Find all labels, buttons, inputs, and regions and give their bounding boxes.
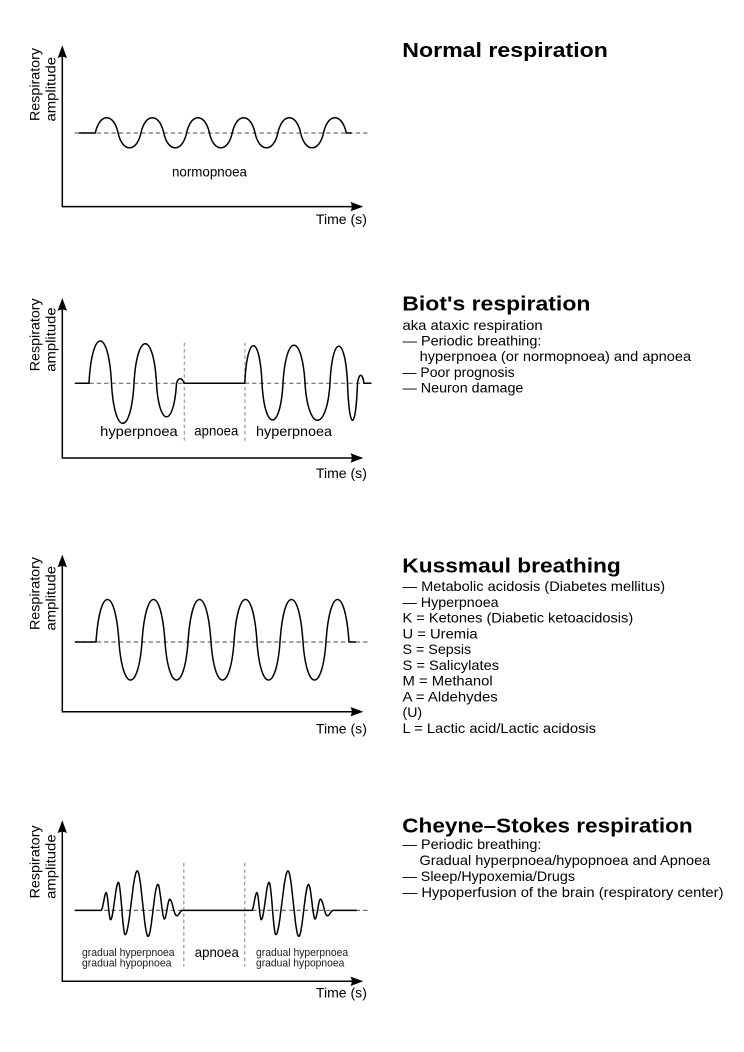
svg-text:Respiratory: Respiratory bbox=[28, 825, 43, 898]
svg-text:gradual hyperpnoea: gradual hyperpnoea bbox=[256, 947, 349, 959]
svg-text:A = Aldehydes: A = Aldehydes bbox=[403, 690, 498, 705]
svg-text:Respiratory: Respiratory bbox=[28, 48, 43, 121]
svg-text:— Poor prognosis: — Poor prognosis bbox=[403, 365, 515, 380]
svg-text:Biot's respiration: Biot's respiration bbox=[402, 293, 590, 315]
svg-text:(U): (U) bbox=[403, 705, 423, 720]
svg-text:Time (s): Time (s) bbox=[316, 212, 367, 227]
svg-text:— Hypoperfusion of the brain (: — Hypoperfusion of the brain (respirator… bbox=[403, 885, 724, 900]
svg-text:aka ataxic respiration: aka ataxic respiration bbox=[403, 318, 543, 333]
svg-text:Cheyne–Stokes respiration: Cheyne–Stokes respiration bbox=[402, 815, 692, 837]
svg-text:— Hyperpnoea: — Hyperpnoea bbox=[403, 595, 499, 610]
svg-text:U = Uremia: U = Uremia bbox=[403, 627, 478, 642]
svg-text:hyperpnoea: hyperpnoea bbox=[256, 423, 332, 439]
svg-text:normopnoea: normopnoea bbox=[172, 164, 247, 180]
svg-text:hyperpnoea (or normopnoea) and: hyperpnoea (or normopnoea) and apnoea bbox=[420, 349, 692, 364]
svg-text:— Neuron damage: — Neuron damage bbox=[403, 380, 524, 395]
svg-text:L = Lactic acid/Lactic acidosi: L = Lactic acid/Lactic acidosis bbox=[403, 721, 597, 736]
svg-text:Gradual hyperpnoea/hypopnoea a: Gradual hyperpnoea/hypopnoea and Apnoea bbox=[419, 853, 710, 868]
svg-text:amplitude: amplitude bbox=[44, 57, 59, 122]
svg-text:gradual hypopnoea: gradual hypopnoea bbox=[82, 958, 172, 970]
svg-text:Kussmaul breathing: Kussmaul breathing bbox=[402, 556, 621, 578]
svg-text:Time (s): Time (s) bbox=[316, 466, 367, 481]
svg-text:— Metabolic acidosis (Diabetes: — Metabolic acidosis (Diabetes mellitus) bbox=[403, 579, 666, 594]
svg-text:amplitude: amplitude bbox=[44, 307, 59, 372]
svg-text:apnoea: apnoea bbox=[194, 423, 238, 439]
svg-text:Time (s): Time (s) bbox=[316, 985, 367, 1000]
svg-text:Time (s): Time (s) bbox=[316, 721, 367, 736]
svg-text:— Sleep/Hypoxemia/Drugs: — Sleep/Hypoxemia/Drugs bbox=[403, 869, 576, 884]
svg-text:S = Sepsis: S = Sepsis bbox=[403, 642, 472, 657]
svg-text:amplitude: amplitude bbox=[44, 566, 59, 631]
svg-text:— Periodic breathing:: — Periodic breathing: bbox=[403, 334, 542, 349]
svg-text:gradual hyperpnoea: gradual hyperpnoea bbox=[82, 947, 175, 959]
svg-text:gradual hypopnoea: gradual hypopnoea bbox=[256, 958, 345, 970]
svg-text:apnoea: apnoea bbox=[195, 944, 239, 960]
svg-text:Respiratory: Respiratory bbox=[28, 557, 43, 630]
svg-text:M = Methanol: M = Methanol bbox=[403, 674, 493, 689]
svg-text:— Periodic breathing:: — Periodic breathing: bbox=[403, 837, 542, 852]
svg-text:Respiratory: Respiratory bbox=[28, 298, 43, 371]
svg-text:K = Ketones (Diabetic ketoacid: K = Ketones (Diabetic ketoacidosis) bbox=[403, 611, 634, 626]
svg-text:Normal respiration: Normal respiration bbox=[402, 40, 608, 62]
svg-text:amplitude: amplitude bbox=[44, 834, 59, 899]
svg-text:S = Salicylates: S = Salicylates bbox=[403, 658, 500, 673]
svg-text:hyperpnoea: hyperpnoea bbox=[100, 423, 178, 439]
